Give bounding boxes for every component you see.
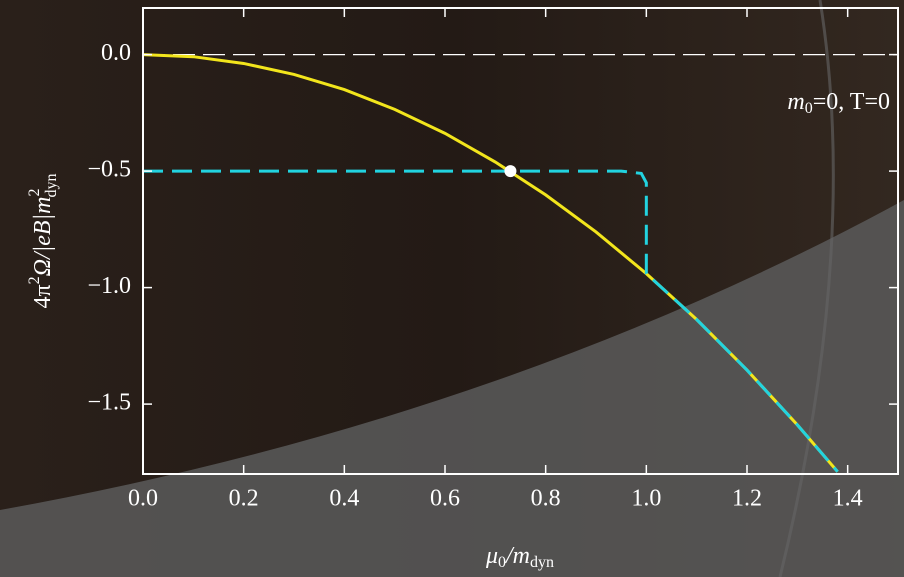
x-tick-label: 0.4 — [329, 486, 359, 512]
page: {"chart_data": {"type": "line", "xlabel"… — [0, 0, 904, 577]
y-axis-label-part: 2 — [26, 276, 43, 284]
y-axis-label-part: 2 — [26, 189, 43, 197]
annotation-part: =0, T=0 — [813, 89, 890, 115]
annotation-part: m — [787, 89, 804, 115]
x-tick-label: 1.2 — [732, 486, 762, 512]
y-axis-label-part: dyn — [43, 174, 60, 198]
marker-point — [504, 165, 516, 177]
y-tick-label: −0.5 — [87, 157, 131, 183]
x-axis-label-part: dyn — [530, 554, 554, 571]
chart: 0.0 0.2 0.4 0.6 0.8 1.0 1.2 1.4 0.0 −0.5 −1.0 −1.5 μ… — [0, 0, 904, 577]
x-tick-label: 0.8 — [531, 486, 561, 512]
x-tick-label: 1.0 — [631, 486, 661, 512]
x-tick-label: 0.0 — [128, 486, 158, 512]
x-axis-label-part: 0 — [498, 554, 506, 571]
x-axis-label-part: μ — [485, 543, 498, 569]
y-axis-label-part: Ω/|eB|m — [30, 197, 56, 277]
y-axis-label-group: 4π2Ω/|eB|m2dyn — [26, 174, 60, 309]
y-axis-label-part: 4π — [30, 284, 56, 308]
x-tick-label: 0.2 — [229, 486, 259, 512]
x-tick-label: 0.6 — [430, 486, 460, 512]
x-axis-label-part: /m — [504, 543, 530, 569]
annotation-part: 0 — [805, 100, 813, 117]
y-tick-label: 0.0 — [101, 40, 131, 66]
annotation: m0=0, T=0 — [787, 89, 890, 117]
y-tick-label: −1.0 — [87, 273, 131, 299]
x-tick-label: 1.4 — [833, 486, 863, 512]
y-axis-label: 4π2Ω/|eB|m2dyn — [26, 174, 60, 309]
y-tick-label: −1.5 — [87, 390, 131, 416]
